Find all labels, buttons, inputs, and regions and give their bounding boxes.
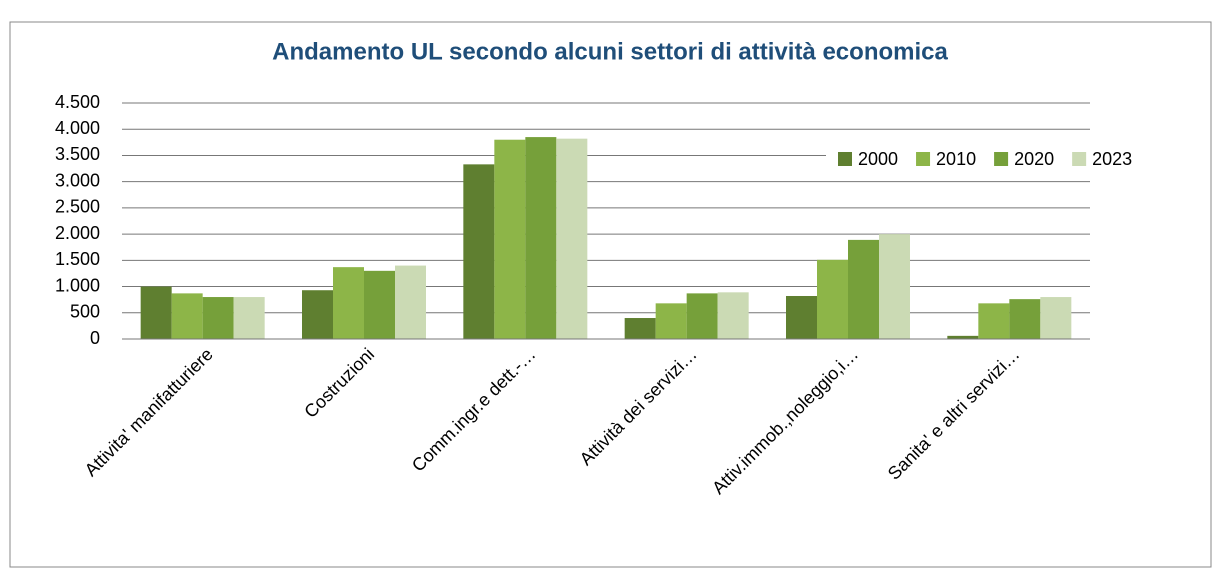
bar bbox=[494, 139, 526, 339]
y-tick-label: 3.500 bbox=[55, 144, 100, 164]
bar bbox=[202, 297, 234, 339]
bar bbox=[686, 293, 718, 339]
chart-title: Andamento UL secondo alcuni settori di a… bbox=[272, 38, 948, 65]
bar bbox=[1009, 299, 1041, 339]
y-tick-label: 1.500 bbox=[55, 249, 100, 269]
bar bbox=[395, 265, 426, 339]
bar bbox=[140, 286, 172, 339]
legend-swatch bbox=[916, 152, 931, 166]
bar bbox=[171, 293, 203, 339]
legend-swatch bbox=[994, 152, 1009, 166]
bar bbox=[525, 137, 557, 339]
legend-label: 2000 bbox=[858, 149, 898, 169]
legend-swatch bbox=[838, 152, 852, 166]
y-tick-label: 1.000 bbox=[55, 275, 100, 295]
bar bbox=[817, 259, 848, 339]
y-tick-label: 4.000 bbox=[55, 118, 100, 138]
legend-label: 2020 bbox=[1014, 149, 1054, 169]
bar bbox=[233, 297, 265, 339]
bar bbox=[848, 239, 879, 339]
y-tick-label: 2.500 bbox=[55, 197, 100, 217]
legend-background bbox=[826, 140, 1196, 178]
bar bbox=[717, 292, 749, 339]
legend-label: 2023 bbox=[1092, 149, 1132, 169]
y-tick-label: 2.000 bbox=[55, 223, 100, 243]
bar bbox=[364, 270, 395, 339]
bar bbox=[786, 295, 817, 339]
y-tick-label: 0 bbox=[90, 328, 100, 348]
y-tick-label: 4.500 bbox=[55, 92, 100, 112]
bar bbox=[463, 164, 495, 339]
bar bbox=[302, 290, 333, 339]
legend-swatch bbox=[1072, 152, 1087, 166]
y-tick-label: 3.000 bbox=[55, 170, 100, 190]
bar bbox=[947, 335, 979, 339]
bar bbox=[655, 303, 687, 339]
y-tick-label: 500 bbox=[70, 302, 100, 322]
bar bbox=[1040, 297, 1072, 339]
bar bbox=[333, 267, 364, 339]
bar bbox=[624, 318, 656, 339]
chart-border bbox=[9, 21, 1212, 568]
bar bbox=[556, 138, 588, 339]
bar bbox=[879, 234, 910, 339]
legend-label: 2010 bbox=[936, 149, 976, 169]
bar bbox=[978, 303, 1010, 339]
